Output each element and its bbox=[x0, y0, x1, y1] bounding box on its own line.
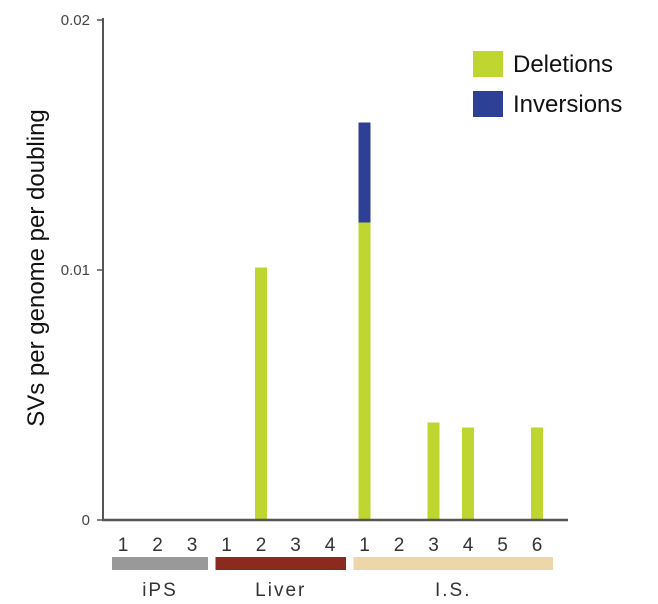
group-label-0: iPS bbox=[142, 580, 178, 601]
bar-inversions-7 bbox=[358, 122, 371, 223]
group-label-2: I.S. bbox=[435, 580, 472, 601]
legend-swatch-0 bbox=[473, 51, 503, 77]
x-tick-label-3: 1 bbox=[221, 535, 232, 556]
x-tick-label-9: 3 bbox=[428, 535, 439, 556]
legend-swatch-1 bbox=[473, 91, 503, 117]
bar-deletions-9 bbox=[427, 422, 440, 520]
legend-label-0: Deletions bbox=[513, 51, 613, 78]
bar-deletions-12 bbox=[531, 427, 543, 520]
bar-deletions-7 bbox=[358, 222, 371, 520]
x-tick-label-1: 2 bbox=[152, 535, 163, 556]
x-tick-label-6: 4 bbox=[325, 535, 336, 556]
y-axis-ticks: 0 0.01 0.02 bbox=[61, 12, 103, 529]
x-axis-category-labels: 1 2 3 1 2 3 4 1 2 3 4 5 6 bbox=[118, 535, 543, 556]
x-tick-label-11: 5 bbox=[497, 535, 508, 556]
x-tick-label-12: 6 bbox=[532, 535, 543, 556]
x-tick-label-7: 1 bbox=[359, 535, 370, 556]
x-tick-label-10: 4 bbox=[463, 535, 474, 556]
x-tick-label-5: 3 bbox=[290, 535, 301, 556]
group-label-1: Liver bbox=[255, 580, 306, 601]
bar-deletions-10 bbox=[462, 427, 474, 520]
y-tick-label-1: 0.01 bbox=[61, 262, 90, 279]
bars bbox=[255, 122, 543, 520]
x-tick-label-2: 3 bbox=[187, 535, 198, 556]
group-bar-1 bbox=[215, 557, 346, 570]
group-bar-0 bbox=[112, 557, 208, 570]
y-tick-label-2: 0.02 bbox=[61, 12, 90, 29]
y-axis-title: SVs per genome per doubling bbox=[23, 109, 50, 427]
sample-groups: iPS Liver I.S. bbox=[112, 557, 553, 601]
legend-label-1: Inversions bbox=[513, 91, 622, 118]
x-tick-label-8: 2 bbox=[394, 535, 405, 556]
legend: Deletions Inversions bbox=[473, 51, 622, 118]
bar-deletions-4 bbox=[255, 267, 267, 520]
x-tick-label-0: 1 bbox=[118, 535, 129, 556]
group-bar-2 bbox=[353, 557, 553, 570]
y-tick-label-0: 0 bbox=[82, 512, 90, 529]
x-tick-label-4: 2 bbox=[256, 535, 267, 556]
